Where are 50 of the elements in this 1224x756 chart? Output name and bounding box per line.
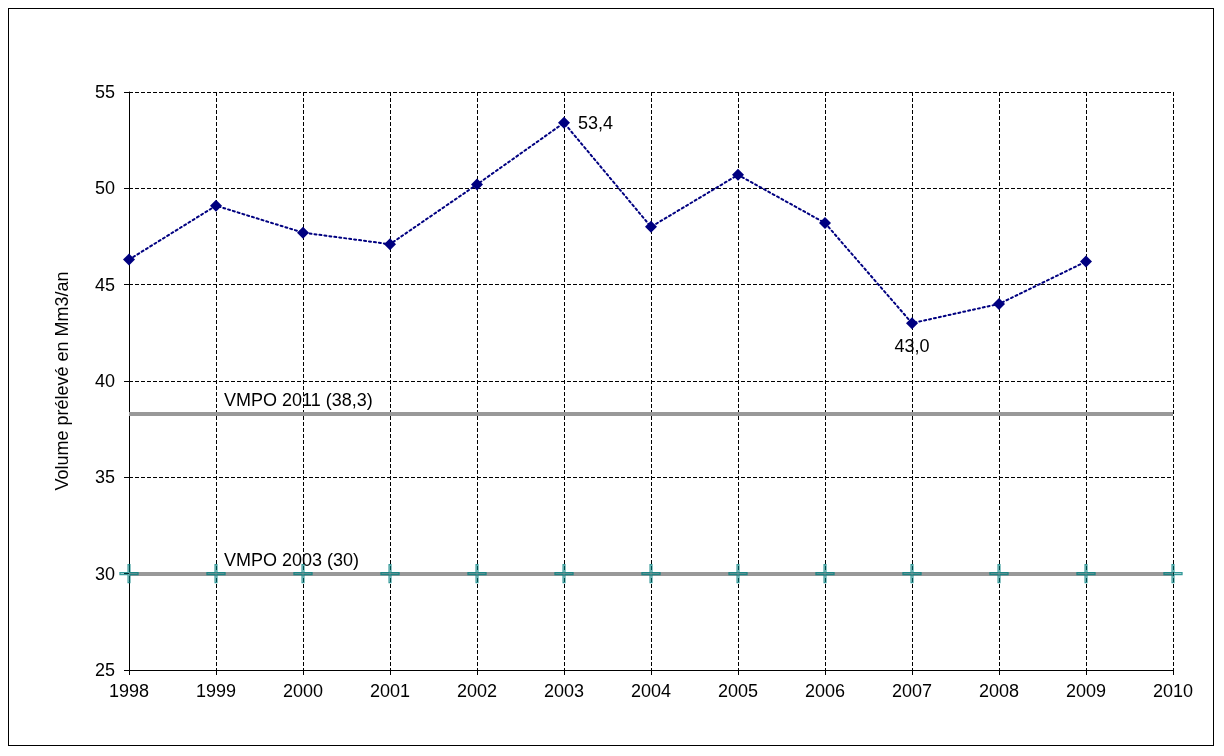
point bbox=[1163, 564, 1183, 584]
point bbox=[645, 220, 657, 233]
y-tick-label: 50 bbox=[94, 178, 115, 199]
x-tick-label: 2001 bbox=[369, 681, 411, 701]
x-tick-label: 2009 bbox=[1065, 681, 1107, 701]
point bbox=[293, 564, 313, 584]
data-label: 43,0 bbox=[894, 336, 930, 357]
point bbox=[902, 564, 922, 584]
point bbox=[641, 564, 661, 584]
point bbox=[467, 564, 487, 584]
y-tick-label: 55 bbox=[94, 82, 115, 102]
point bbox=[906, 317, 918, 330]
y-axis-title: Volume prélevé en Mm3/an bbox=[52, 271, 72, 491]
point bbox=[119, 564, 139, 584]
x-tick-label: 2004 bbox=[630, 681, 672, 701]
point bbox=[1080, 255, 1092, 268]
x-tick-label: 2008 bbox=[978, 681, 1020, 701]
point bbox=[380, 564, 400, 584]
x-tick-label: 2005 bbox=[717, 681, 759, 701]
x-tick-label: 1999 bbox=[195, 681, 237, 701]
point bbox=[819, 217, 831, 230]
y-tick-label: 45 bbox=[94, 274, 115, 295]
ref-line-label: VMPO 2003 (30) bbox=[224, 549, 360, 570]
data-label: 53,4 bbox=[578, 112, 614, 133]
y-tick-label: 25 bbox=[94, 660, 115, 680]
x-tick-label: 1998 bbox=[108, 681, 150, 701]
y-tick-label: 35 bbox=[94, 467, 115, 488]
x-tick-label: 2003 bbox=[543, 681, 585, 701]
y-tick-label: 30 bbox=[94, 563, 115, 584]
point bbox=[297, 226, 309, 239]
x-tick-label: 2000 bbox=[282, 681, 324, 701]
point bbox=[1076, 564, 1096, 584]
point bbox=[993, 297, 1005, 310]
point bbox=[206, 564, 226, 584]
point bbox=[558, 116, 570, 129]
point bbox=[210, 199, 222, 212]
x-tick-label: 2007 bbox=[891, 681, 933, 701]
point bbox=[728, 564, 748, 584]
point bbox=[732, 168, 744, 181]
y-tick-label: 40 bbox=[94, 371, 115, 391]
ref-line-label: VMPO 2011 (38,3) bbox=[224, 389, 373, 410]
point bbox=[989, 564, 1009, 584]
point bbox=[471, 178, 483, 191]
point bbox=[123, 253, 135, 266]
x-tick-label: 2006 bbox=[804, 681, 846, 701]
x-tick-label: 2002 bbox=[456, 681, 498, 701]
x-tick-label: 2010 bbox=[1152, 681, 1194, 701]
point bbox=[815, 564, 835, 584]
point bbox=[554, 564, 574, 584]
point bbox=[384, 238, 396, 251]
